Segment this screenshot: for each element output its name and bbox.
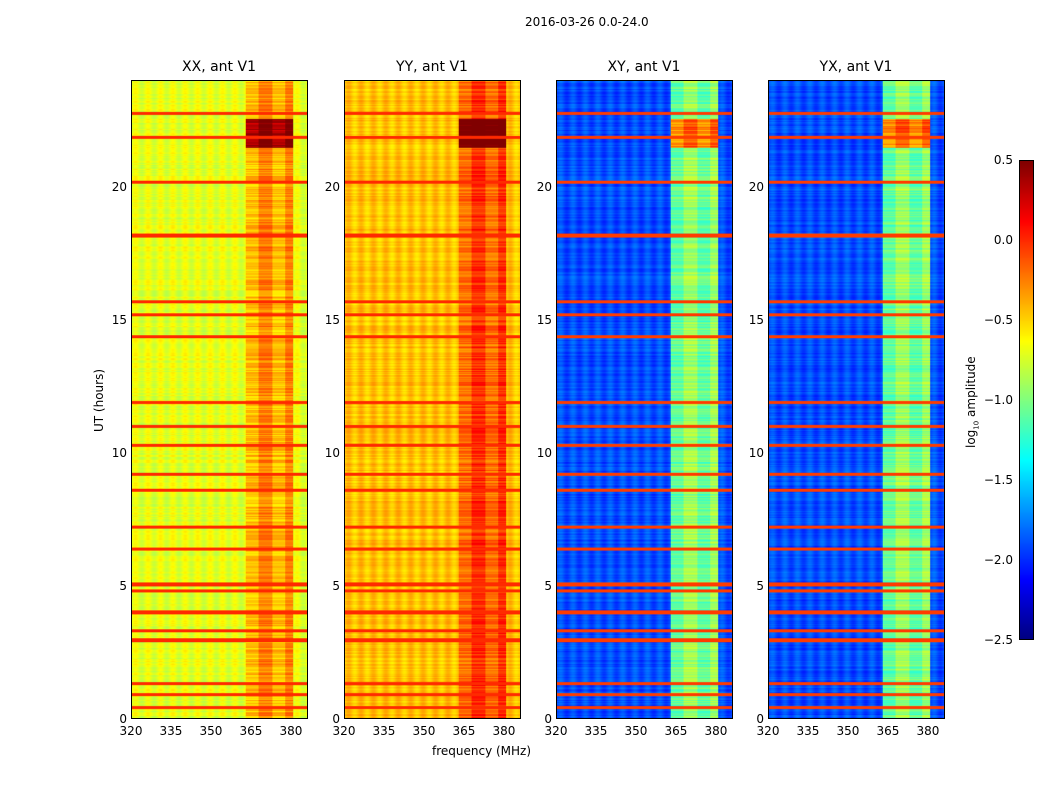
x-tick-label: 365 bbox=[239, 724, 263, 738]
x-tick-label: 335 bbox=[159, 724, 183, 738]
heatmap-panel-4 bbox=[768, 80, 945, 719]
x-tick-label: 320 bbox=[332, 724, 356, 738]
x-tick-label: 320 bbox=[544, 724, 568, 738]
colorbar-tick-label: −1.0 bbox=[983, 393, 1013, 407]
x-tick-label: 350 bbox=[412, 724, 436, 738]
x-tick-label: 365 bbox=[664, 724, 688, 738]
x-tick-label: 365 bbox=[876, 724, 900, 738]
y-tick-label: 0 bbox=[332, 712, 340, 726]
panel-title: XX, ant V1 bbox=[182, 59, 256, 75]
y-tick-label: 5 bbox=[332, 578, 340, 593]
y-tick-label: 15 bbox=[324, 312, 340, 327]
y-tick-label: 20 bbox=[536, 179, 552, 194]
y-tick-label: 20 bbox=[324, 179, 340, 194]
colorbar-tick-label: −0.5 bbox=[983, 313, 1013, 327]
y-tick-label: 10 bbox=[324, 445, 340, 460]
y-tick-label: 20 bbox=[111, 179, 127, 194]
y-tick-label: 15 bbox=[748, 312, 764, 327]
heatmap-panel-3 bbox=[556, 80, 733, 719]
y-tick-label: 5 bbox=[119, 578, 127, 593]
y-tick-label: 10 bbox=[748, 445, 764, 460]
y-tick-label: 0 bbox=[119, 712, 127, 726]
heatmap-panel-1 bbox=[131, 80, 308, 719]
panel-title: YX, ant V1 bbox=[819, 59, 893, 75]
y-tick-label: 5 bbox=[756, 578, 764, 593]
x-tick-label: 335 bbox=[796, 724, 820, 738]
colorbar-tick-label: 0.0 bbox=[993, 233, 1013, 247]
x-tick-label: 380 bbox=[704, 724, 728, 738]
x-axis-label: frequency (MHz) bbox=[432, 744, 532, 758]
y-tick-label: 10 bbox=[111, 445, 127, 460]
colorbar-tick-label: −2.0 bbox=[983, 553, 1013, 567]
x-tick-label: 350 bbox=[836, 724, 860, 738]
colorbar bbox=[1019, 160, 1034, 640]
y-axis-label: UT (hours) bbox=[92, 368, 106, 432]
y-tick-label: 15 bbox=[111, 312, 127, 327]
x-tick-label: 320 bbox=[756, 724, 780, 738]
x-tick-label: 380 bbox=[916, 724, 940, 738]
heatmap-panel-2 bbox=[344, 80, 521, 719]
colorbar-tick-label: −1.5 bbox=[983, 473, 1013, 487]
colorbar-tick-label: 0.5 bbox=[993, 153, 1013, 167]
y-tick-label: 0 bbox=[756, 712, 764, 726]
y-tick-label: 10 bbox=[536, 445, 552, 460]
x-tick-label: 365 bbox=[452, 724, 476, 738]
x-tick-label: 380 bbox=[279, 724, 303, 738]
y-tick-label: 20 bbox=[748, 179, 764, 194]
x-tick-label: 335 bbox=[372, 724, 396, 738]
panel-title: XY, ant V1 bbox=[607, 59, 681, 75]
x-tick-label: 350 bbox=[199, 724, 223, 738]
figure-suptitle: 2016-03-26 0.0-24.0 bbox=[525, 15, 649, 29]
y-tick-label: 15 bbox=[536, 312, 552, 327]
panel-title: YY, ant V1 bbox=[396, 59, 468, 75]
colorbar-label: log10 amplitude bbox=[964, 356, 981, 448]
x-tick-label: 335 bbox=[584, 724, 608, 738]
y-tick-label: 0 bbox=[544, 712, 552, 726]
y-tick-label: 5 bbox=[544, 578, 552, 593]
x-tick-label: 350 bbox=[624, 724, 648, 738]
colorbar-tick-label: −2.5 bbox=[983, 633, 1013, 647]
x-tick-label: 380 bbox=[492, 724, 516, 738]
x-tick-label: 320 bbox=[119, 724, 143, 738]
